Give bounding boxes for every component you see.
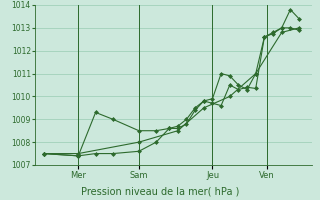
Text: Pression niveau de la mer( hPa ): Pression niveau de la mer( hPa ) bbox=[81, 186, 239, 196]
